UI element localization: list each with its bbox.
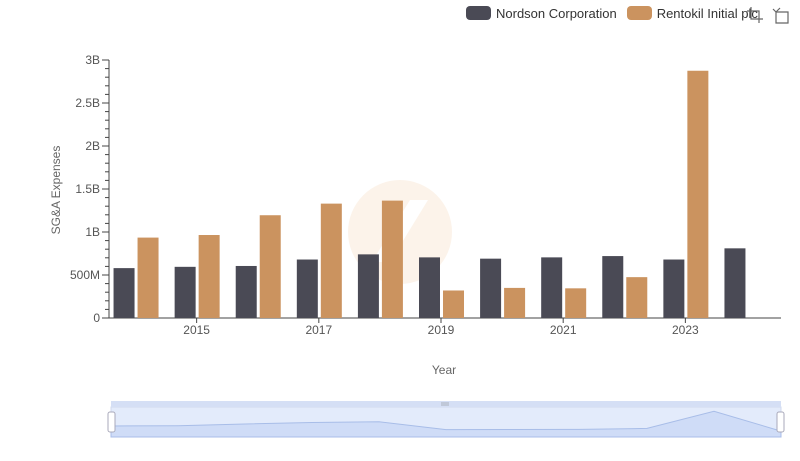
datazoom-preview-area [110,410,782,438]
bar-rentokil-2015[interactable] [198,235,220,318]
bar-rentokil-2014[interactable] [137,237,159,318]
bar-nordson-2014[interactable] [113,268,135,318]
bar-nordson-2017[interactable] [296,259,318,318]
zoom-icon[interactable] [746,6,764,24]
y-tick-label: 2B [85,139,100,153]
x-tick-label: 2023 [672,323,699,337]
legend: Nordson Corporation Rentokil Initial plc [466,4,768,22]
x-tick-label: 2019 [428,323,455,337]
bar-nordson-2019[interactable] [419,257,440,318]
bar-nordson-2024[interactable] [724,248,746,318]
legend-item-rentokil[interactable]: Rentokil Initial plc [626,5,758,21]
bar-nordson-2016[interactable] [235,265,257,318]
bar-series [113,70,746,318]
datazoom-right-handle[interactable] [776,411,785,433]
y-tick-label: 500M [70,268,100,282]
legend-label-rentokil: Rentokil Initial plc [656,5,758,21]
bar-nordson-2021[interactable] [541,257,563,318]
legend-swatch-rentokil [626,6,652,20]
bar-rentokil-2020[interactable] [504,287,526,318]
bar-rentokil-2016[interactable] [259,215,281,318]
y-tick-label: 0 [93,311,100,325]
x-tick-label: 2017 [305,323,332,337]
restore-icon[interactable] [772,6,790,24]
legend-label-nordson: Nordson Corporation [496,5,617,21]
bar-nordson-2020[interactable] [480,258,502,318]
bar-nordson-2018[interactable] [357,254,379,318]
x-tick-label: 2015 [183,323,210,337]
bar-rentokil-2021[interactable] [565,288,587,318]
x-axis-title: Year [432,363,456,377]
bar-rentokil-2022[interactable] [626,277,648,318]
bar-nordson-2023[interactable] [663,259,685,318]
bar-rentokil-2019[interactable] [443,290,464,318]
y-tick-label: 3B [85,53,100,67]
y-tick-label: 2.5B [75,96,100,110]
y-axis-title: SG&A Expenses [49,146,63,235]
bar-rentokil-2017[interactable] [320,203,342,318]
x-tick-label: 2021 [550,323,577,337]
y-tick-label: 1B [85,225,100,239]
bar-nordson-2022[interactable] [602,256,624,318]
datazoom-left-handle[interactable] [107,411,116,433]
legend-item-nordson[interactable]: Nordson Corporation [466,6,617,21]
legend-swatch-nordson [466,6,491,20]
bar-rentokil-2023[interactable] [687,70,709,318]
bar-nordson-2015[interactable] [174,266,196,318]
bar-rentokil-2018[interactable] [381,200,403,318]
datazoom-drag-grip[interactable] [441,402,449,406]
datazoom-slider[interactable] [107,401,785,438]
toolbox [746,6,798,24]
y-tick-label: 1.5B [75,182,100,196]
